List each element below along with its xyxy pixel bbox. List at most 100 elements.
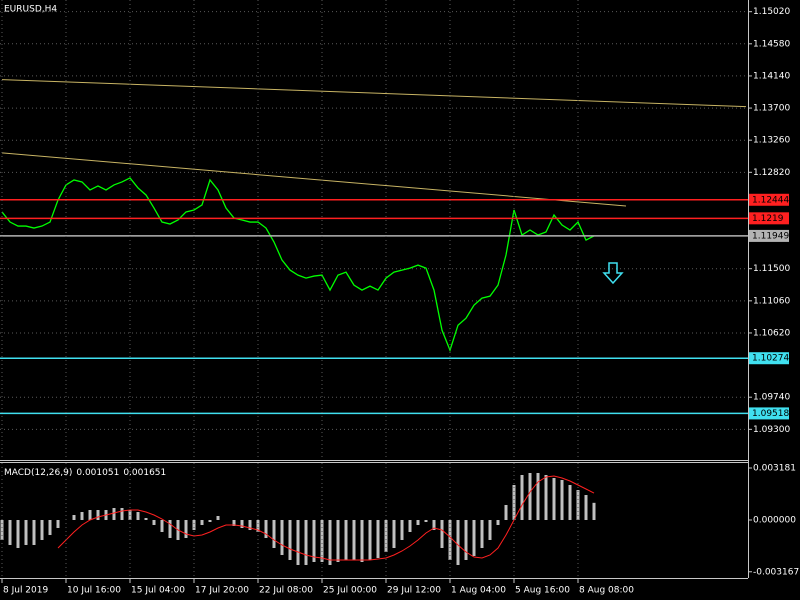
y-tick-label: 1.13700 [753, 104, 790, 114]
histogram-bar [552, 478, 556, 521]
histogram-bar [56, 520, 60, 528]
histogram-bar [296, 520, 300, 566]
histogram-bar [24, 520, 28, 545]
histogram-bar [272, 520, 276, 549]
histogram-bar [232, 520, 236, 527]
histogram-bar [168, 520, 172, 538]
histogram-bar [160, 520, 164, 532]
histogram-bar [336, 520, 340, 562]
price-line [1, 177, 595, 353]
histogram-bar [200, 520, 204, 526]
histogram-bar [488, 520, 492, 540]
histogram-bar [432, 520, 436, 531]
y-tick-label: 1.15020 [753, 7, 790, 17]
histogram-bar [592, 502, 596, 521]
x-tick-label: 25 Jul 00:00 [323, 586, 377, 596]
x-tick-label: 10 Jul 16:00 [67, 586, 121, 596]
histogram-bar [464, 520, 468, 561]
y-tick-label: 1.13260 [753, 136, 790, 146]
histogram-bar [80, 512, 84, 521]
y-tick-label: 0.000000 [753, 516, 796, 526]
histogram-bar [496, 520, 500, 526]
histogram-bar [256, 520, 260, 532]
signal-value: 0.001651 [123, 468, 166, 478]
macd-value: 0.001051 [76, 468, 119, 478]
level-label: 1.11949 [752, 231, 789, 241]
x-tick-label: 8 Jul 2019 [3, 586, 48, 596]
x-tick-label: 29 Jul 12:00 [387, 586, 441, 596]
histogram-bar [416, 520, 420, 526]
histogram-bar [560, 480, 564, 521]
histogram-bar [408, 520, 412, 532]
histogram-bar [480, 520, 484, 549]
histogram-bar [192, 520, 196, 531]
histogram-bar [584, 495, 588, 521]
x-tick-label: 8 Aug 08:00 [579, 586, 634, 596]
x-tick-label: 17 Jul 20:00 [195, 586, 249, 596]
level-tag [749, 229, 789, 242]
histogram-bar [328, 520, 332, 566]
histogram-bar [392, 520, 396, 549]
histogram-bar [504, 504, 508, 521]
histogram-bar [440, 520, 444, 549]
level-tag [749, 193, 789, 206]
histogram-bar [120, 508, 124, 521]
histogram-bar [472, 520, 476, 556]
level-label: 1.12444 [752, 195, 789, 205]
x-tick-label: 22 Jul 08:00 [259, 586, 313, 596]
histogram-bar [128, 509, 132, 521]
histogram-bar [368, 520, 372, 561]
histogram-bar [352, 520, 356, 561]
signal-line [57, 475, 595, 561]
level-label: 1.10274 [752, 354, 789, 364]
histogram-bar [424, 520, 428, 522]
histogram-bar [152, 520, 156, 526]
histogram-bar [320, 520, 324, 562]
y-tick-label: -0.003167 [753, 567, 799, 577]
histogram-bar [96, 509, 100, 521]
x-tick-label: 5 Aug 16:00 [515, 586, 570, 596]
histogram-bar [216, 515, 220, 521]
histogram-bar [304, 520, 308, 566]
y-tick-label: 1.09300 [753, 425, 790, 435]
histogram-bar [72, 514, 76, 521]
histogram-bar [40, 520, 44, 540]
histogram-bar [312, 520, 316, 562]
plot-layer [0, 0, 752, 578]
histogram-bar [280, 520, 284, 555]
y-tick-label: 1.10620 [753, 328, 790, 338]
histogram-bar [32, 520, 36, 545]
histogram-bar [520, 474, 524, 521]
histogram-bar [112, 508, 116, 521]
histogram-bar [264, 520, 268, 538]
level-label: 1.1219 [752, 214, 784, 224]
y-tick-label: 1.09740 [753, 393, 790, 403]
y-tick-label: 0.003181 [753, 464, 796, 474]
level-tag [749, 352, 789, 365]
indicator-title: MACD(12,26,9) 0.001051 0.001651 [4, 468, 166, 478]
x-tick-label: 15 Jul 04:00 [131, 586, 185, 596]
y-tick-label: 1.14140 [753, 71, 790, 81]
histogram-bar [544, 474, 548, 521]
x-tick-label: 1 Aug 04:00 [451, 586, 506, 596]
histogram-bar [536, 473, 540, 521]
histogram-bar [8, 520, 12, 545]
histogram-bar [288, 520, 292, 561]
indicator-name: MACD(12,26,9) [4, 468, 72, 478]
histogram-bar [384, 520, 388, 553]
histogram-bar [184, 520, 188, 538]
histogram-bar [528, 473, 532, 521]
y-tick-label: 1.12820 [753, 168, 790, 178]
level-tag [749, 407, 789, 420]
histogram-bar [16, 520, 20, 549]
trend-line [1, 152, 627, 207]
histogram-bar [248, 520, 252, 531]
histogram-bar [512, 485, 516, 521]
histogram-bar [144, 518, 148, 521]
histogram-bar [400, 520, 404, 540]
histogram-bar [360, 520, 364, 562]
histogram-bar [240, 520, 244, 528]
histogram-bar [456, 520, 460, 566]
